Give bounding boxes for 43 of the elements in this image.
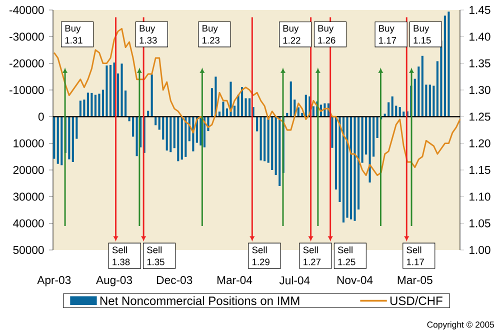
legend-label: Net Noncommercial Positions on IMM xyxy=(100,296,300,306)
y-tick-label: 10000 xyxy=(14,139,44,148)
annotation: Buy 1.31 xyxy=(65,25,82,44)
y2-tick-label: 1.40 xyxy=(470,32,490,41)
x-tick-label: Mar-05 xyxy=(398,276,432,284)
y-tick-label: 30000 xyxy=(13,192,44,201)
annotation: Sell 1.17 xyxy=(406,246,424,266)
annotation: Sell 1.35 xyxy=(147,246,164,266)
annotation: Sell 1.29 xyxy=(252,246,270,266)
y2-tick-label: 1.45 xyxy=(470,6,490,14)
y-tick-label: 0 xyxy=(38,112,44,121)
annotation: Sell 1.38 xyxy=(112,246,130,266)
x-tick-label: Dec-03 xyxy=(157,276,192,284)
annotation: Sell 1.27 xyxy=(303,246,321,266)
y-tick-label: 50000 xyxy=(13,246,44,254)
x-tick-label: Apr-03 xyxy=(37,276,71,286)
y2-tick-label: 1.30 xyxy=(470,86,490,94)
y-tick-label: -10000 xyxy=(10,86,44,94)
x-tick-label: Aug-03 xyxy=(96,276,132,286)
annotation: Buy 1.23 xyxy=(202,25,220,44)
annotation: Buy 1.26 xyxy=(318,25,336,44)
y2-tick-label: 1.00 xyxy=(470,246,490,254)
y2-tick-label: 1.10 xyxy=(470,192,490,201)
annotation: Buy 1.33 xyxy=(140,25,157,44)
y2-tick-label: 1.15 xyxy=(470,166,490,174)
annotation: Buy 1.22 xyxy=(283,25,300,44)
x-tick-label: Nov-04 xyxy=(337,276,373,284)
annotation: Buy 1.15 xyxy=(414,25,431,44)
legend-label: USD/CHF xyxy=(390,296,442,306)
x-tick-label: Mar-04 xyxy=(217,276,252,284)
y-tick-label: -30000 xyxy=(10,32,44,41)
annotation: Buy 1.17 xyxy=(379,25,396,44)
annotation: Sell 1.25 xyxy=(338,246,356,266)
y-tick-label: -20000 xyxy=(10,59,44,68)
y2-tick-label: 1.05 xyxy=(470,219,490,228)
y2-tick-label: 1.35 xyxy=(470,59,490,68)
text: Copyright © 2005 xyxy=(427,321,494,330)
y-tick-label: 40000 xyxy=(13,219,44,228)
y-tick-label: -40000 xyxy=(10,6,44,14)
y2-tick-label: 1.25 xyxy=(470,112,490,121)
y-tick-label: 20000 xyxy=(13,166,44,174)
x-tick-label: Jul-04 xyxy=(279,276,310,284)
y2-tick-label: 1.20 xyxy=(470,139,490,148)
